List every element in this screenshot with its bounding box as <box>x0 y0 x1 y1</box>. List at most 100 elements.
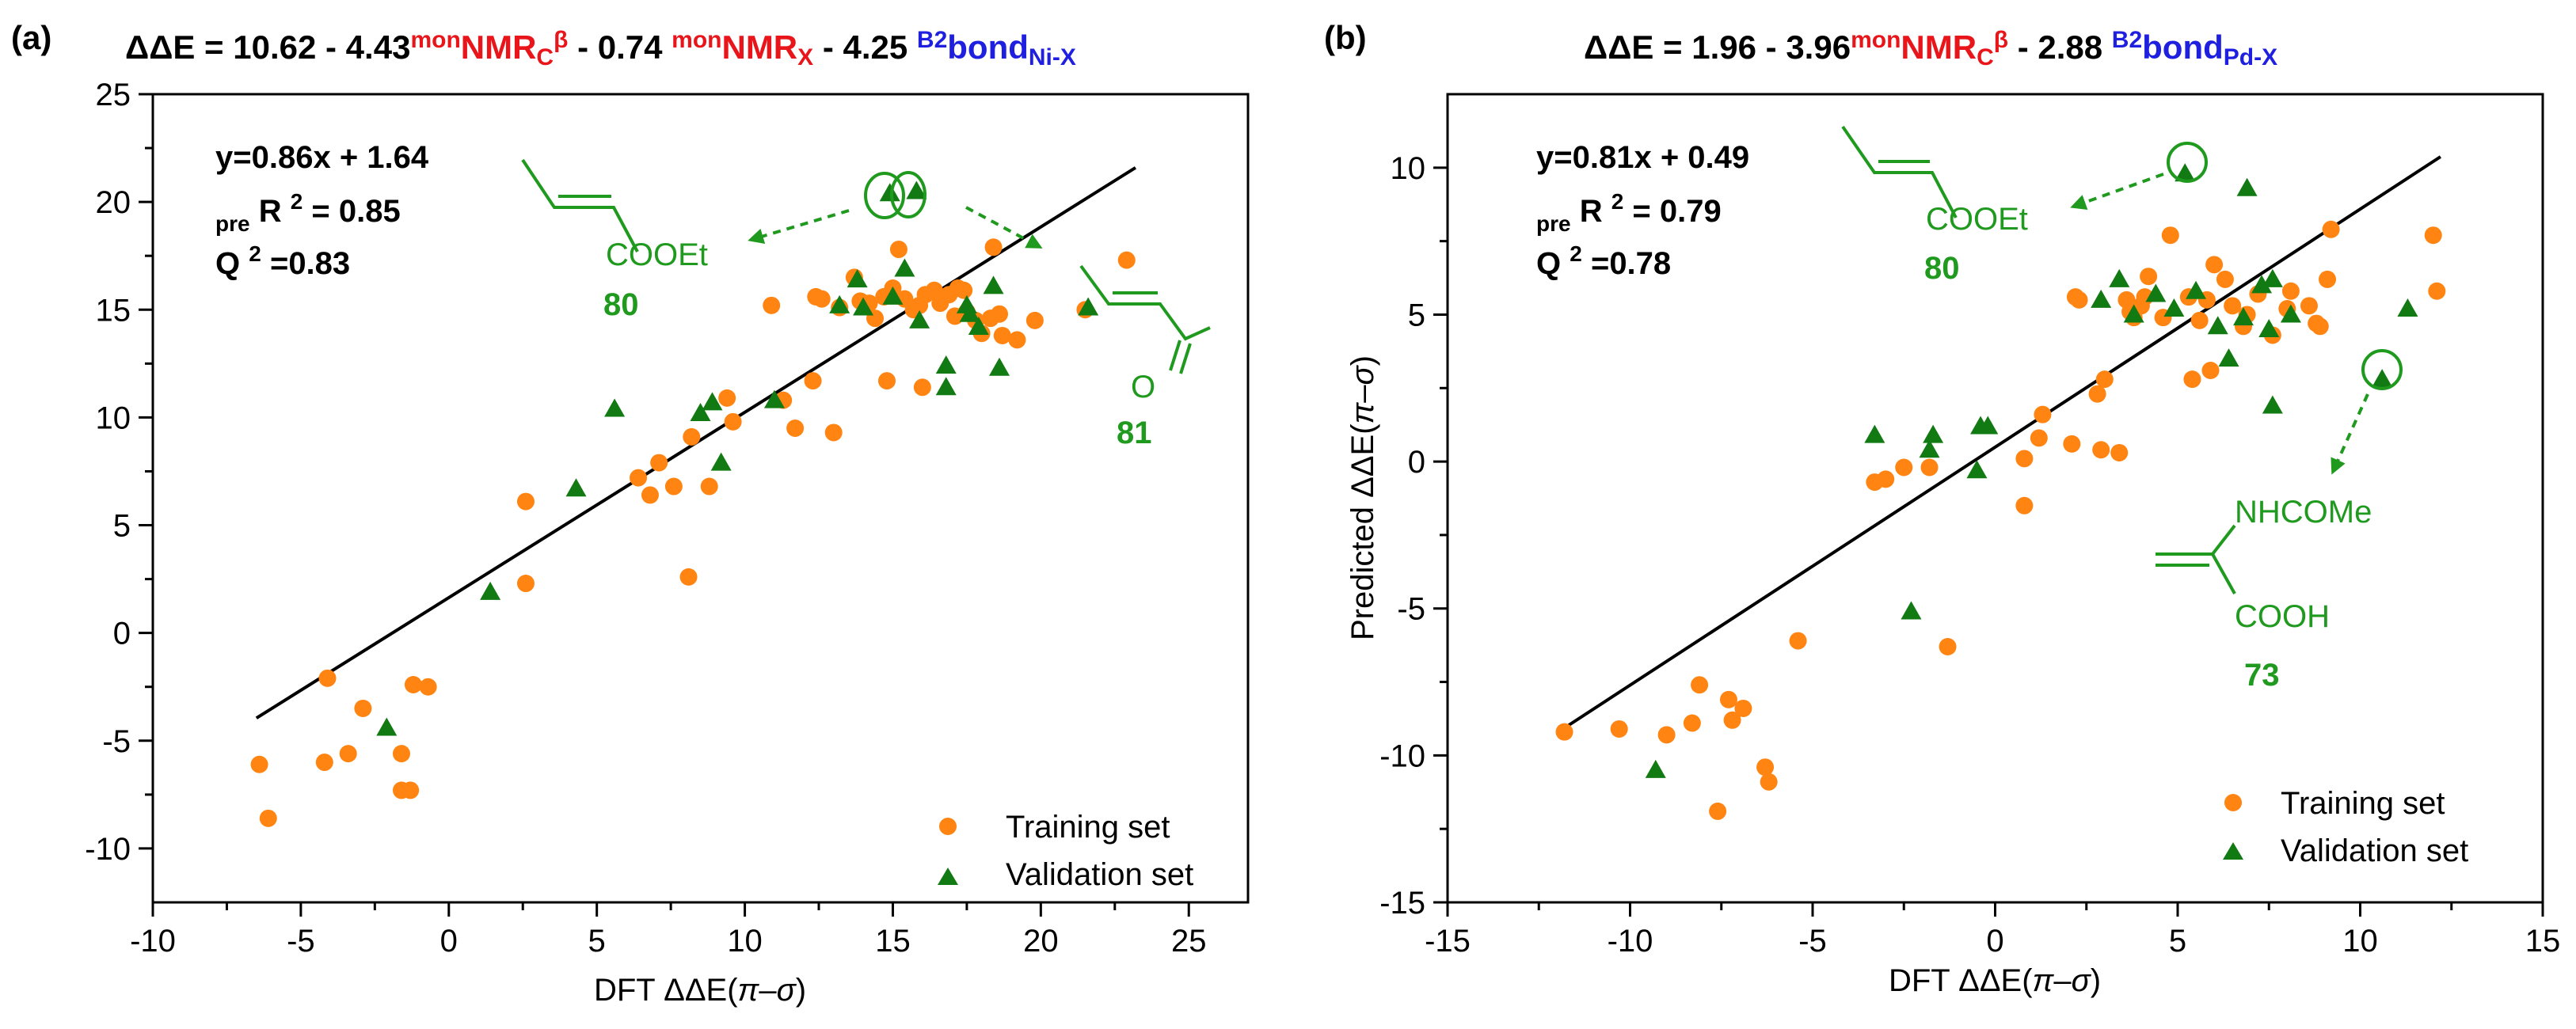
panel-b-legend: Training set Validation set <box>2223 786 2468 868</box>
panel-a-validation-point <box>376 717 398 736</box>
panel-a-q2-sup: 2 <box>249 241 261 266</box>
panel-b-highlight-circle-1 <box>2167 142 2208 183</box>
panel-b-legend-validation-label: Validation set <box>2281 833 2468 868</box>
panel-b-training-point <box>1610 720 1628 738</box>
panel-a-q2-q: Q <box>215 246 240 281</box>
panel-b-equation-part-8: Pd-X <box>2224 44 2277 70</box>
panel-b-validation-point <box>2280 304 2301 323</box>
panel-a-equation-part-5: - 0.74 <box>568 28 672 66</box>
panel-b-training-point <box>1657 726 1676 744</box>
panel-b-training-point <box>2110 443 2129 461</box>
panel-b-q2-sup: 2 <box>1570 241 1582 266</box>
panel-a-x-tick-label: 5 <box>588 924 606 959</box>
panel-b-validation-point <box>2175 163 2196 182</box>
panel-b-axis-ticks: -15 -10 -5 0 5 10 15 -15 -10 -5 0 5 10 <box>1379 151 2560 959</box>
panel-b-equation-part-7: bond <box>2142 28 2224 66</box>
panel-b-y-tick-label: 5 <box>1408 298 1425 332</box>
panel-b-training-point <box>1734 699 1752 717</box>
panel-a-molecule-81-carbonyl-b <box>1179 343 1192 374</box>
panel-b-equation: ΔΔE = 1.96 - 3.96monNMRCβ - 2.88 B2bondP… <box>1584 27 2277 70</box>
panel-a-validation-point <box>935 377 957 396</box>
panel-a-training-point <box>925 281 943 299</box>
panel-a-highlight-circle-2 <box>890 171 927 218</box>
panel-b-molecule-80-text: COOEt <box>1926 202 2028 237</box>
panel-a-r2-pre: pre <box>215 211 250 236</box>
panel-a-training-point <box>318 669 337 687</box>
panel-b-q2-value: =0.78 <box>1591 246 1671 281</box>
panel-a-r2: pre R 2 = 0.85 <box>215 181 401 238</box>
panel-b-molecule-73-bond-c <box>2211 553 2236 594</box>
panel-a-x-axis-label-dash: – <box>759 973 777 1008</box>
panel-b-validation-point <box>2218 348 2239 367</box>
panel-a-molecule-81-carbonyl-a <box>1169 340 1181 371</box>
panel-a-equation-part-1: mon <box>410 27 460 53</box>
panel-b-x-tick-label: 0 <box>1986 924 2003 959</box>
panel-b-x-axis-label-pi: π <box>2033 963 2055 998</box>
panel-b-data-points <box>1555 163 2446 820</box>
panel-b-molecule-73-text-2: COOH <box>2235 599 2330 634</box>
panel-b-x-axis-label-dash: – <box>2053 963 2072 998</box>
panel-b-training-point <box>2428 282 2446 300</box>
panel-a-training-point <box>516 492 535 511</box>
panel-a: (a) ΔΔE = 10.62 - 4.43monNMRCβ - 0.74 mo… <box>11 19 1250 1008</box>
panel-a-legend: Training set Validation set <box>938 810 1193 892</box>
panel-b-training-point <box>2161 226 2179 245</box>
panel-b-validation-point <box>2163 298 2185 317</box>
panel-a-training-point <box>913 378 931 397</box>
panel-a-training-point <box>259 809 277 827</box>
panel-a-validation-point <box>879 183 900 202</box>
panel-b-training-point <box>1920 458 1939 477</box>
panel-b-validation-point <box>2397 298 2418 317</box>
panel-a-molecule-81-oxygen: O <box>1131 370 1155 404</box>
panel-a-equation-part-8: X <box>797 44 813 70</box>
panel-a-training-point <box>877 372 896 390</box>
panel-b-x-tick-label: 5 <box>2169 924 2186 959</box>
panel-a-q2-value: =0.83 <box>270 246 350 281</box>
panel-b-validation-point <box>2262 395 2283 414</box>
panel-b-equation-part-2: NMR <box>1901 28 1977 66</box>
panel-a-x-axis-label-sigma: σ <box>777 973 797 1008</box>
panel-a-equation-part-11: bond <box>947 28 1029 66</box>
panel-b-r2-value: = 0.79 <box>1632 194 1721 229</box>
panel-b-x-tick-label: 15 <box>2525 924 2561 959</box>
panel-a-y-tick-label: 25 <box>96 78 131 112</box>
panel-a-training-point <box>763 296 781 314</box>
panel-b-y-axis-label-prefix: Predicted ΔΔE( <box>1345 423 1380 640</box>
panel-a-x-tick-label: -10 <box>130 924 176 959</box>
panel-b-r2-sup: 2 <box>1611 189 1624 214</box>
panel-b-equation-part-6: B2 <box>2112 27 2142 53</box>
panel-a-y-tick-label: -5 <box>102 724 131 759</box>
panel-a-training-point <box>354 699 372 717</box>
panel-a-equation-part-4: β <box>554 27 568 53</box>
panel-b-validation-point <box>2258 319 2280 338</box>
panel-b-training-point <box>2030 429 2048 447</box>
panel-a-legend-training-label: Training set <box>1006 810 1170 845</box>
panel-a-molecule-80-number: 80 <box>603 287 639 322</box>
panel-b-x-tick-label: -15 <box>1425 924 1471 959</box>
panel-b-equation-part-0: ΔΔE = 1.96 - 3.96 <box>1584 28 1851 66</box>
panel-a-validation-point <box>935 355 957 374</box>
panel-a-training-point <box>991 305 1009 323</box>
panel-a-training-point <box>1025 311 1044 329</box>
panel-b-validation-point <box>2236 177 2258 196</box>
panel-a-training-point <box>984 238 1003 256</box>
panel-a-y-tick-label: 15 <box>96 293 131 328</box>
panel-a-training-point <box>1117 251 1136 269</box>
panel-a-training-point <box>889 241 907 259</box>
panel-a-training-point <box>630 469 648 487</box>
panel-b-training-point <box>1939 637 1957 655</box>
panel-b-validation-point <box>2207 316 2228 335</box>
panel-b-validation-point <box>1977 416 1999 435</box>
panel-b-validation-point <box>2123 304 2144 323</box>
panel-b-validation-point <box>2262 268 2283 287</box>
panel-b-x-axis-label: DFT ΔΔE(π–σ) <box>1889 963 2101 998</box>
panel-a-molecule-80-bonds <box>521 158 639 253</box>
panel-a-validation-point <box>702 392 723 411</box>
panel-b-validation-point <box>1966 460 1988 479</box>
panel-a-y-tick-label: 10 <box>96 401 131 435</box>
panel-b-training-point <box>2070 290 2088 309</box>
panel-b-validation-point <box>1864 424 1885 443</box>
panel-a-equation-part-12: Ni-X <box>1029 44 1076 70</box>
panel-b-legend-training-marker <box>2224 794 2242 811</box>
panel-b-y-axis-label-suffix: ) <box>1345 355 1380 366</box>
